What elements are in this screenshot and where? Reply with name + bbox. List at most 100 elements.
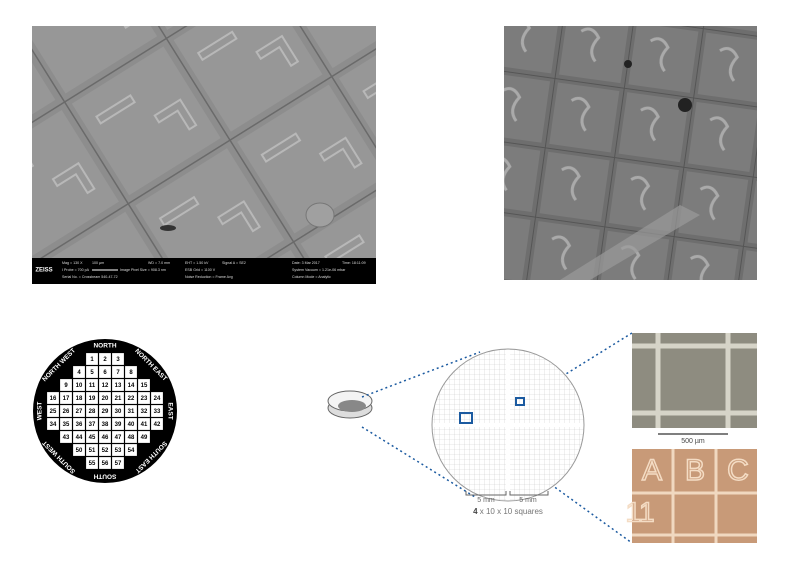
cell xyxy=(112,431,124,443)
cell xyxy=(73,444,85,456)
cell xyxy=(112,366,124,378)
cell-label: 20 xyxy=(102,396,109,402)
cell-label: 5 xyxy=(90,370,94,376)
cell-label: 7 xyxy=(116,370,120,376)
info-text: Column Mode = Analytic xyxy=(292,275,331,279)
cell-label: 31 xyxy=(128,409,135,415)
cell xyxy=(138,431,150,443)
cell xyxy=(73,418,85,430)
info-text: Noise Reduction = Frame Avg xyxy=(185,275,233,279)
cell xyxy=(138,405,150,417)
cell-label: 46 xyxy=(102,435,109,441)
cell xyxy=(47,392,59,404)
cell-label: 28 xyxy=(89,409,96,415)
info-text: Date: 3 Mar 2017 xyxy=(292,261,320,265)
cell xyxy=(86,392,98,404)
info-text: I Probe = 700 pA xyxy=(62,268,90,272)
cell xyxy=(112,444,124,456)
cell xyxy=(99,353,111,365)
cell xyxy=(125,392,137,404)
letter: C xyxy=(727,454,749,487)
grid-lines xyxy=(632,333,757,428)
cell-label: 26 xyxy=(63,409,70,415)
letter: A xyxy=(642,454,662,487)
cell-label: 34 xyxy=(50,422,57,428)
particle xyxy=(305,202,335,228)
cell xyxy=(86,431,98,443)
cell xyxy=(125,366,137,378)
brand: ZEISS xyxy=(35,268,52,274)
cell xyxy=(47,405,59,417)
cell-label: 9 xyxy=(64,383,68,389)
cell-label: 1 xyxy=(90,357,94,363)
cell-label: 24 xyxy=(154,396,161,402)
connector xyxy=(361,351,481,398)
cell-label: 55 xyxy=(89,461,96,467)
sem-image: ZEISS Mag = 130 X 100 µm WD = 7.0 mm EHT = 1… xyxy=(32,26,376,284)
connector xyxy=(465,422,633,544)
scale-label: 5 mm xyxy=(477,497,495,504)
cell-label: 22 xyxy=(128,396,135,402)
cell-label: 27 xyxy=(76,409,83,415)
cell xyxy=(99,418,111,430)
cell xyxy=(99,379,111,391)
direction-label: WEST xyxy=(37,402,44,421)
cell-label: 42 xyxy=(154,422,161,428)
cell-label: 49 xyxy=(141,435,148,441)
cell xyxy=(60,431,72,443)
cell-label: 33 xyxy=(154,409,161,415)
dish-grid xyxy=(338,400,366,412)
cell xyxy=(99,444,111,456)
cell xyxy=(73,392,85,404)
cell-label: 39 xyxy=(115,422,122,428)
cell-label: 17 xyxy=(63,396,70,402)
highlight xyxy=(459,412,473,424)
cell xyxy=(73,405,85,417)
cell xyxy=(151,418,163,430)
cell xyxy=(47,418,59,430)
count: 4 xyxy=(473,507,478,516)
cell-label: 32 xyxy=(141,409,148,415)
scale-label: 5 mm xyxy=(519,497,537,504)
cell xyxy=(86,457,98,469)
direction-label: SOUTH xyxy=(93,472,116,479)
cell xyxy=(60,392,72,404)
micro-bottom: A B C 11 xyxy=(625,449,757,543)
cell-label: 53 xyxy=(115,448,122,454)
cell-label: 54 xyxy=(128,448,135,454)
number: 11 xyxy=(625,496,654,527)
cell xyxy=(125,379,137,391)
cell-label: 51 xyxy=(89,448,96,454)
cell xyxy=(138,392,150,404)
info-text: WD = 7.0 mm xyxy=(148,261,170,265)
cell-label: 15 xyxy=(141,383,148,389)
cell-label: 16 xyxy=(50,396,57,402)
cell-label: 18 xyxy=(76,396,83,402)
cell-label: 3 xyxy=(116,357,120,363)
cell xyxy=(60,379,72,391)
cell xyxy=(99,431,111,443)
streak xyxy=(560,205,700,280)
info-text: ESB Grid = 1100 V xyxy=(185,268,216,272)
cell-label: 30 xyxy=(115,409,122,415)
info-text: Image Pixel Size = 908.3 nm xyxy=(120,268,166,272)
cell-label: 19 xyxy=(89,396,96,402)
cell xyxy=(99,457,111,469)
info-text: Time: 18:11:09 xyxy=(342,261,366,265)
cell xyxy=(112,418,124,430)
cell xyxy=(99,392,111,404)
cell-label: 2 xyxy=(103,357,107,363)
cell-label: 52 xyxy=(102,448,109,454)
cell-label: 48 xyxy=(128,435,135,441)
cell-label: 57 xyxy=(115,461,122,467)
cell xyxy=(99,405,111,417)
info-text: Signal A = SE2 xyxy=(222,261,246,265)
grid-lines xyxy=(632,449,757,543)
cell xyxy=(112,457,124,469)
cell-label: 43 xyxy=(63,435,70,441)
cell xyxy=(138,418,150,430)
cell-label: 35 xyxy=(63,422,70,428)
cell xyxy=(125,431,137,443)
info-text: EHT = 1.50 kV xyxy=(185,261,209,265)
